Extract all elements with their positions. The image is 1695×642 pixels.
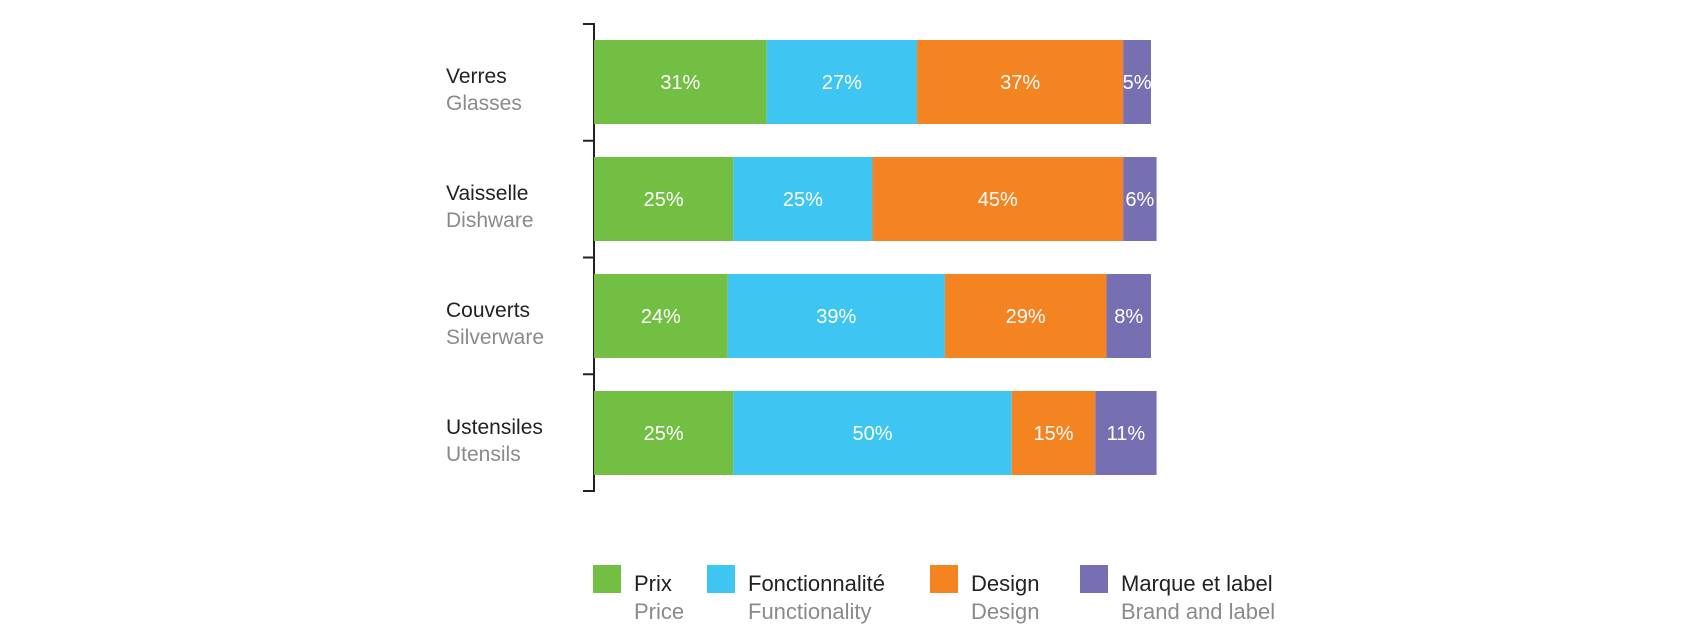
bar-segment (1123, 40, 1151, 124)
bar-segment (733, 157, 873, 241)
category-label: Ustensiles (446, 416, 543, 439)
legend-swatch (1080, 565, 1108, 593)
data-label: 31% (660, 72, 700, 94)
bar-segment (872, 157, 1124, 241)
data-label: 6% (1125, 189, 1154, 211)
legend-label: Prix (634, 571, 672, 596)
bar-segment (1095, 391, 1157, 475)
bar-segment (1123, 157, 1157, 241)
data-label: 37% (1000, 72, 1040, 94)
data-label: 8% (1114, 306, 1143, 328)
bar-segment (1106, 274, 1151, 358)
data-label: 39% (816, 306, 856, 328)
bar-segment (944, 274, 1107, 358)
data-label: 25% (644, 189, 684, 211)
legend-label: Marque et label (1121, 571, 1273, 596)
data-label: 25% (783, 189, 823, 211)
data-label: 15% (1034, 423, 1074, 445)
category-sublabel: Dishware (446, 209, 534, 232)
legend-sublabel: Functionality (748, 599, 872, 624)
data-label: 45% (978, 189, 1018, 211)
category-sublabel: Glasses (446, 92, 522, 115)
data-label: 29% (1006, 306, 1046, 328)
legend: Prix Price Fonctionnalité Functionality Desi… (593, 565, 1275, 624)
data-label: 27% (822, 72, 862, 94)
legend-sublabel: Design (971, 599, 1039, 624)
legend-label: Fonctionnalité (748, 571, 885, 596)
legend-swatch (593, 565, 621, 593)
data-label: 5% (1123, 72, 1152, 94)
bar-segment (594, 157, 734, 241)
category-labels: Verres Glasses Vaisselle Dishware Couverts Si… (446, 65, 544, 466)
category-sublabel: Silverware (446, 326, 544, 349)
data-label: 24% (641, 306, 681, 328)
legend-label: Design (971, 571, 1039, 596)
legend-swatch (930, 565, 958, 593)
bar-segment (594, 274, 728, 358)
bar-segment (727, 274, 945, 358)
bar-segment (733, 391, 1012, 475)
legend-swatch (707, 565, 735, 593)
category-axis (583, 23, 595, 492)
legend-sublabel: Price (634, 599, 684, 624)
category-label: Verres (446, 65, 507, 88)
category-label: Couverts (446, 299, 530, 322)
bar-segment (766, 40, 918, 124)
bar-segment (1011, 391, 1096, 475)
data-label: 11% (1107, 423, 1146, 445)
category-sublabel: Utensils (446, 443, 521, 466)
data-label: 50% (852, 423, 892, 445)
bar-segment (594, 391, 734, 475)
bar-segment (917, 40, 1124, 124)
bar-segment (594, 40, 767, 124)
legend-sublabel: Brand and label (1121, 599, 1275, 624)
bars: 31% 27% 37% 5% 25% 25% 45% 6% 24% 39% 29% 8% 25% 50% 1… (594, 40, 1157, 475)
category-label: Vaisselle (446, 182, 528, 205)
data-label: 25% (644, 423, 684, 445)
